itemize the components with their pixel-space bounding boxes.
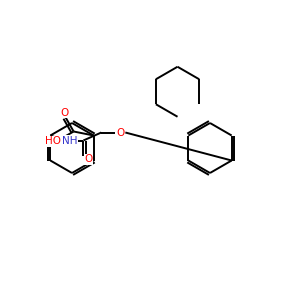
Text: O: O [116, 128, 124, 137]
Text: O: O [84, 154, 92, 164]
Text: HO: HO [45, 136, 61, 146]
Text: O: O [61, 107, 69, 118]
Text: NH: NH [61, 136, 77, 146]
